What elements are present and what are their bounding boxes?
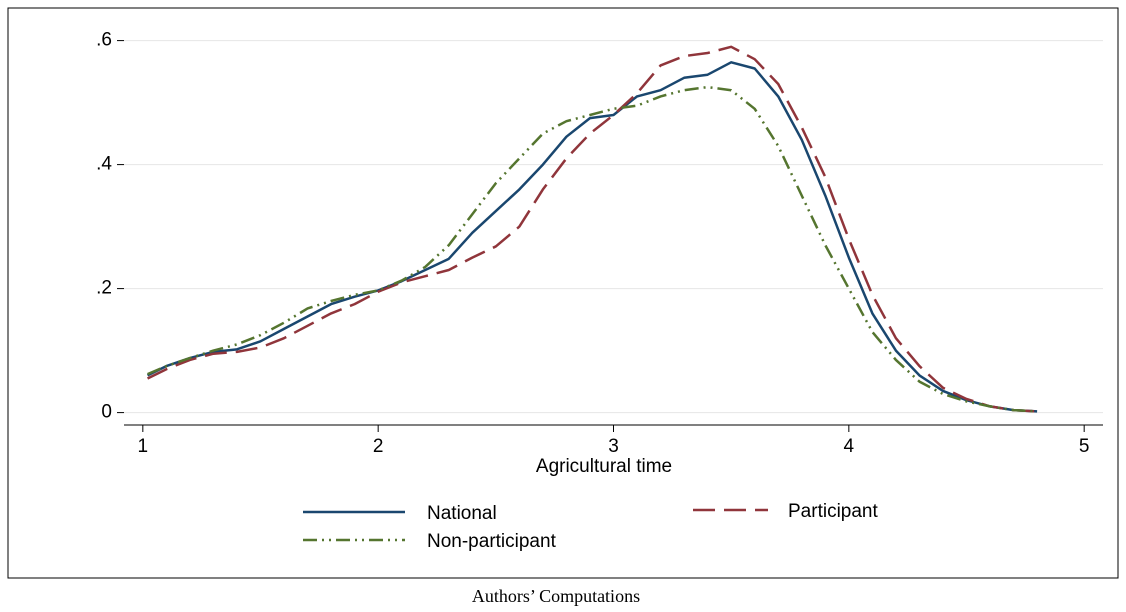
x-tick-label: 4 xyxy=(844,436,855,457)
legend-label: National xyxy=(427,503,497,524)
line-series xyxy=(146,61,1038,413)
legend-label: Non-participant xyxy=(427,531,557,552)
y-tick-label: 0 xyxy=(101,402,112,423)
caption: Authors’ Computations xyxy=(472,586,640,606)
y-tick-label: .4 xyxy=(96,154,112,175)
y-tick-label: .2 xyxy=(96,278,112,299)
legend-label: Participant xyxy=(788,501,878,522)
x-tick-label: 2 xyxy=(373,436,384,457)
chart-frame xyxy=(7,7,1119,579)
x-tick-label: 1 xyxy=(138,436,149,457)
y-tick-label: .6 xyxy=(96,30,112,51)
x-axis-label: Agricultural time xyxy=(536,456,672,477)
line-series xyxy=(147,85,1038,413)
x-tick-label: 3 xyxy=(608,436,619,457)
x-tick-label: 5 xyxy=(1079,436,1090,457)
